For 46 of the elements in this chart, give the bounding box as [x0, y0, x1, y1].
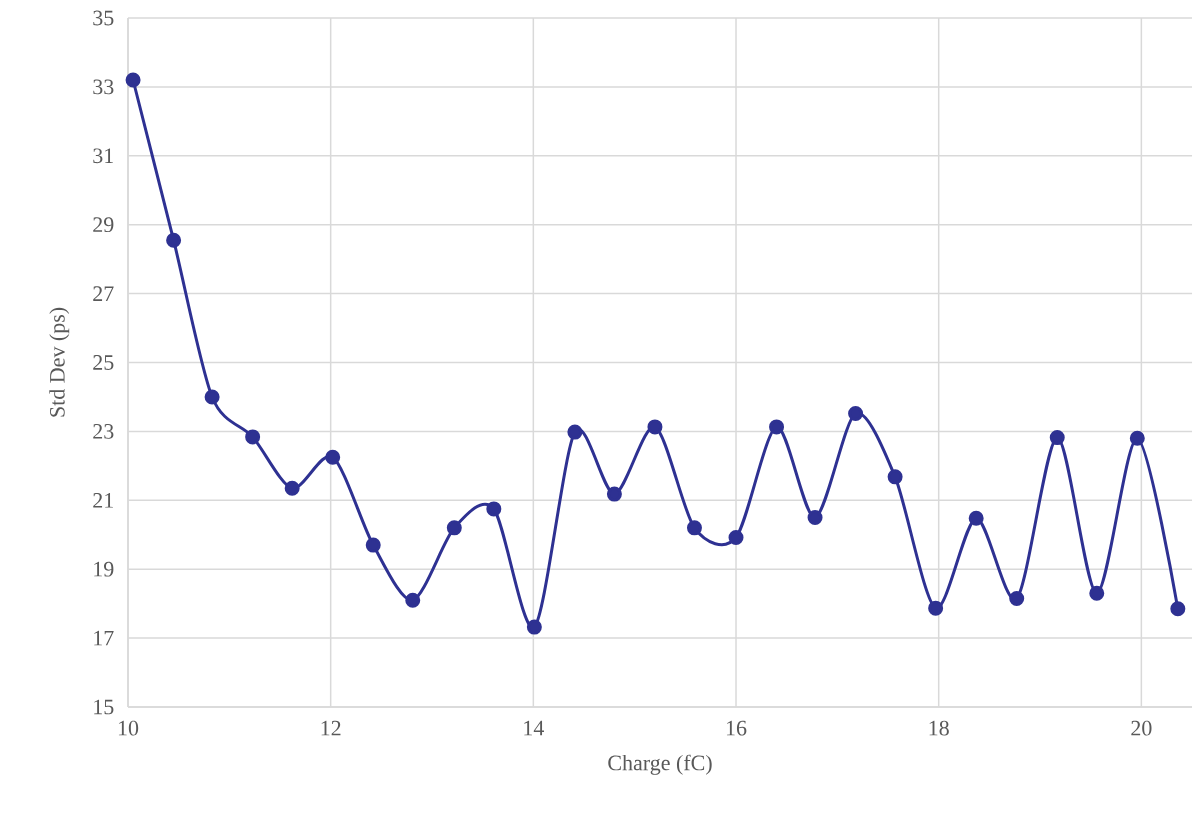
point [1129, 430, 1145, 446]
point [1170, 601, 1186, 617]
y-tick-label: 21 [93, 493, 113, 508]
point [1009, 590, 1025, 606]
point [1049, 430, 1065, 446]
point [284, 480, 300, 496]
y-tick-label: 27 [93, 286, 114, 301]
x-axis-title: Charge (fC) [608, 754, 712, 775]
point [526, 619, 542, 635]
x-tick-label: 16 [726, 720, 747, 736]
point [325, 449, 341, 465]
x-tick-label: 14 [524, 720, 545, 736]
point [968, 510, 984, 526]
y-tick-label: 33 [93, 79, 114, 95]
y-axis-title: Std Dev (ps) [49, 307, 70, 417]
point [166, 232, 182, 248]
point [204, 389, 220, 405]
point [606, 486, 622, 502]
y-tick-label: 35 [93, 10, 114, 26]
point [567, 424, 583, 440]
point [647, 419, 663, 435]
point [245, 429, 261, 445]
y-tick-label: 15 [94, 699, 114, 715]
point [728, 530, 744, 545]
x-tick-label: 10 [118, 720, 139, 736]
point [928, 600, 944, 616]
point [887, 469, 903, 485]
point [446, 520, 462, 536]
y-tick-label: 17 [94, 630, 114, 646]
point [125, 72, 141, 88]
y-tick-label: 31 [93, 148, 113, 164]
point [848, 405, 864, 421]
point [405, 592, 421, 608]
point [807, 510, 823, 526]
point [486, 501, 502, 517]
y-tick-label: 19 [94, 561, 114, 577]
y-tick-label: 23 [93, 424, 114, 439]
y-tick-label: 29 [93, 217, 114, 233]
x-tick-label: 18 [929, 720, 949, 736]
point [686, 520, 702, 536]
point [1089, 585, 1105, 601]
point [769, 419, 785, 435]
x-tick-label: 12 [321, 720, 341, 736]
y-tick-label: 25 [93, 355, 114, 370]
x-tick-label: 20 [1131, 720, 1152, 736]
point [365, 537, 381, 553]
